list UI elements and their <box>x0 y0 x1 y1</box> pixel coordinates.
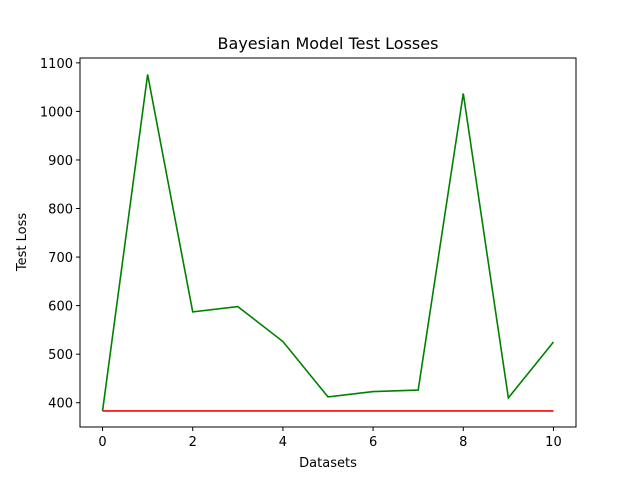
y-tick-label: 800 <box>48 203 73 218</box>
y-tick-label: 900 <box>48 154 73 169</box>
y-tick-label: 400 <box>48 397 73 412</box>
x-axis-label: Datasets <box>299 456 357 471</box>
y-axis-label: Test Loss <box>15 213 30 272</box>
y-tick-label: 700 <box>48 251 73 266</box>
y-tick-label: 1100 <box>40 57 73 72</box>
series-line-1 <box>101 74 555 412</box>
plot-frame <box>79 57 577 428</box>
series-layer <box>101 74 555 412</box>
x-axis-ticks: 0 2 4 6 8 10 <box>98 427 562 450</box>
x-tick-label: 6 <box>369 435 377 450</box>
plot-area: 0 2 4 6 8 10 400 500 600 700 800 900 1000 1100 <box>40 57 577 450</box>
x-tick-label: 8 <box>459 435 467 450</box>
x-tick-label: 10 <box>545 435 562 450</box>
y-tick-label: 500 <box>48 348 73 363</box>
y-axis-ticks: 400 500 600 700 800 900 1000 1100 <box>40 57 80 412</box>
y-tick-label: 1000 <box>40 105 73 120</box>
y-tick-label: 600 <box>48 300 73 315</box>
chart-title: Bayesian Model Test Losses <box>218 34 439 53</box>
x-tick-label: 2 <box>189 435 197 450</box>
x-tick-label: 0 <box>98 435 106 450</box>
x-tick-label: 4 <box>279 435 287 450</box>
